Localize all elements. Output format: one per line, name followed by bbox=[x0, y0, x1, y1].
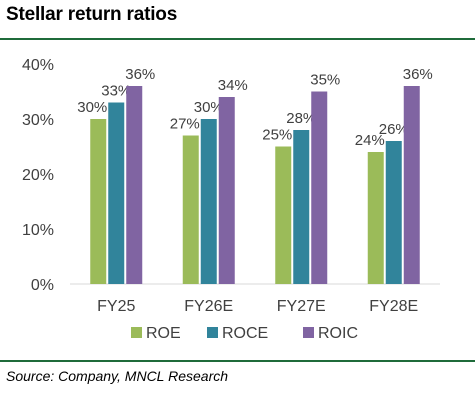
y-tick-label: 0% bbox=[31, 277, 54, 294]
data-label: 36% bbox=[125, 66, 155, 83]
bar-roic-fy28e bbox=[403, 86, 420, 284]
y-tick-label: 10% bbox=[22, 222, 54, 239]
data-label: 36% bbox=[403, 66, 433, 83]
legend-label-roce: ROCE bbox=[222, 325, 268, 342]
source-divider bbox=[0, 360, 475, 362]
bar-roic-fy25 bbox=[126, 86, 143, 284]
data-label: 33% bbox=[101, 83, 131, 100]
bar-roe-fy27e bbox=[275, 146, 292, 284]
legend-label-roe: ROE bbox=[146, 325, 181, 342]
y-tick-label: 40% bbox=[22, 57, 54, 74]
bar-roce-fy26e bbox=[200, 119, 217, 284]
data-label: 35% bbox=[310, 72, 340, 89]
bar-roe-fy26e bbox=[182, 135, 199, 284]
title-underline bbox=[0, 38, 475, 40]
bar-roe-fy28e bbox=[367, 152, 384, 284]
bar-roce-fy25 bbox=[108, 102, 125, 284]
chart-title: Stellar return ratios bbox=[6, 4, 178, 25]
data-label: 28% bbox=[286, 110, 316, 127]
legend-label-roic: ROIC bbox=[318, 325, 358, 342]
data-label: 26% bbox=[379, 121, 409, 138]
data-label: 30% bbox=[194, 99, 224, 116]
data-label: 27% bbox=[170, 116, 200, 133]
data-label: 34% bbox=[218, 77, 248, 94]
bar-roce-fy28e bbox=[385, 141, 402, 284]
x-tick-label: FY25 bbox=[97, 298, 135, 315]
bar-roe-fy25 bbox=[90, 119, 107, 284]
y-tick-label: 30% bbox=[22, 112, 54, 129]
bar-roic-fy26e bbox=[218, 97, 235, 284]
source-note: Source: Company, MNCL Research bbox=[6, 368, 229, 384]
data-label: 24% bbox=[355, 132, 385, 149]
x-tick-label: FY27E bbox=[277, 298, 326, 315]
legend-swatch-roic bbox=[303, 327, 314, 338]
y-tick-label: 20% bbox=[22, 167, 54, 184]
bar-roic-fy27e bbox=[311, 91, 328, 284]
data-label: 30% bbox=[77, 99, 107, 116]
data-label: 25% bbox=[262, 127, 292, 144]
legend-swatch-roe bbox=[131, 327, 142, 338]
x-tick-label: FY28E bbox=[369, 298, 418, 315]
bar-roce-fy27e bbox=[293, 130, 310, 284]
legend-swatch-roce bbox=[207, 327, 218, 338]
x-tick-label: FY26E bbox=[184, 298, 233, 315]
